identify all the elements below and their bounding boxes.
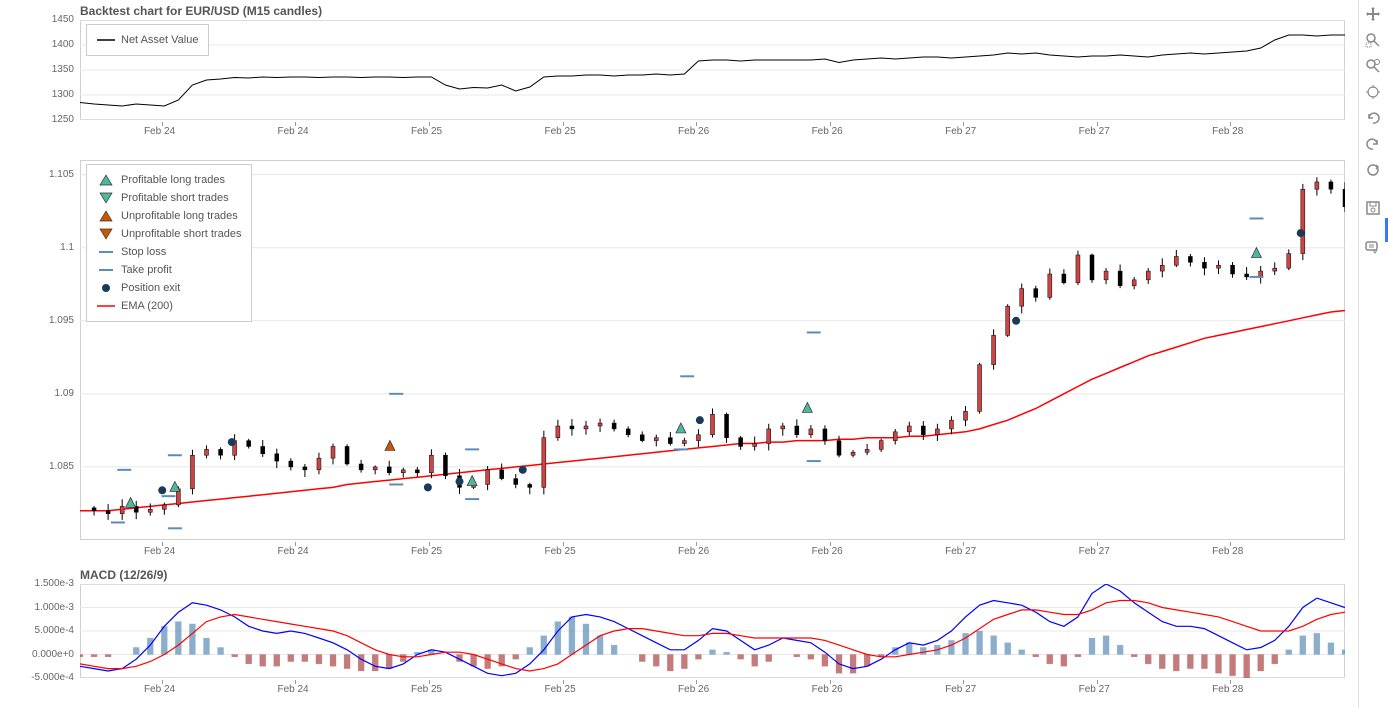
x-tick-label: Feb 28 [1212, 684, 1243, 695]
x-tick-label: Feb 28 [1212, 546, 1243, 557]
legend-label: Net Asset Value [121, 34, 198, 46]
redo-icon[interactable] [1359, 132, 1387, 156]
x-tick-label: Feb 25 [411, 684, 442, 695]
y-tick-label: 1.500e-3 [10, 578, 74, 589]
x-tick-label: Feb 24 [144, 126, 175, 137]
y-tick-label: 5.000e-4 [10, 625, 74, 636]
nav-legend: Net Asset Value [86, 24, 209, 56]
x-tick-label: Feb 24 [277, 126, 308, 137]
x-tick-label: Feb 24 [277, 546, 308, 557]
toolbar [1358, 0, 1388, 708]
legend-label: Profitable long trades [121, 174, 225, 186]
legend-label: Unprofitable short trades [121, 228, 241, 240]
x-tick-label: Feb 25 [545, 126, 576, 137]
x-tick-label: Feb 26 [812, 546, 843, 557]
x-tick-label: Feb 26 [678, 126, 709, 137]
y-tick-label: 1450 [10, 14, 74, 25]
x-tick-label: Feb 27 [945, 546, 976, 557]
y-tick-label: 1300 [10, 89, 74, 100]
x-tick-label: Feb 25 [545, 546, 576, 557]
x-tick-label: Feb 27 [945, 684, 976, 695]
y-tick-label: 1.000e-3 [10, 602, 74, 613]
nav-svg [80, 20, 1345, 120]
x-tick-label: Feb 27 [1079, 546, 1110, 557]
undo-icon[interactable] [1359, 106, 1387, 130]
legend-label: Profitable short trades [121, 192, 229, 204]
x-tick-label: Feb 24 [144, 684, 175, 695]
x-tick-label: Feb 24 [144, 546, 175, 557]
x-tick-label: Feb 25 [411, 126, 442, 137]
y-tick-label: 1.085 [10, 461, 74, 472]
reset-icon[interactable] [1359, 158, 1387, 182]
x-tick-label: Feb 28 [1212, 126, 1243, 137]
legend-label: Take profit [121, 264, 172, 276]
x-tick-label: Feb 26 [812, 684, 843, 695]
x-tick-label: Feb 26 [678, 546, 709, 557]
nav-title: Backtest chart for EUR/USD (M15 candles) [80, 4, 322, 18]
legend-label: Stop loss [121, 246, 166, 258]
macd-title: MACD (12/26/9) [80, 568, 167, 582]
macd-svg [80, 584, 1345, 678]
x-tick-label: Feb 26 [812, 126, 843, 137]
y-tick-label: 1250 [10, 114, 74, 125]
price-legend: Profitable long trades Profitable short t… [86, 164, 252, 322]
x-tick-label: Feb 25 [411, 546, 442, 557]
y-tick-label: -5.000e-4 [10, 672, 74, 683]
x-tick-label: Feb 27 [1079, 684, 1110, 695]
y-tick-label: 1400 [10, 39, 74, 50]
y-tick-label: 1.1 [10, 242, 74, 253]
x-tick-label: Feb 27 [1079, 126, 1110, 137]
crosshair-tool-icon[interactable] [1359, 80, 1387, 104]
x-tick-label: Feb 24 [277, 684, 308, 695]
x-tick-label: Feb 27 [945, 126, 976, 137]
legend-label: Unprofitable long trades [121, 210, 238, 222]
price-svg [80, 160, 1345, 540]
legend-label: Position exit [121, 282, 180, 294]
y-tick-label: 1350 [10, 64, 74, 75]
x-tick-label: Feb 25 [545, 684, 576, 695]
legend-label: EMA (200) [121, 300, 173, 312]
pan-tool-icon[interactable] [1359, 2, 1387, 26]
hover-tool-icon[interactable] [1359, 234, 1387, 258]
y-tick-label: 1.09 [10, 388, 74, 399]
y-tick-label: 1.105 [10, 169, 74, 180]
save-icon[interactable] [1359, 196, 1387, 220]
y-tick-label: 0.000e+0 [10, 649, 74, 660]
x-tick-label: Feb 26 [678, 684, 709, 695]
y-tick-label: 1.095 [10, 315, 74, 326]
wheel-zoom-icon[interactable] [1359, 54, 1387, 78]
zoom-box-icon[interactable] [1359, 28, 1387, 52]
